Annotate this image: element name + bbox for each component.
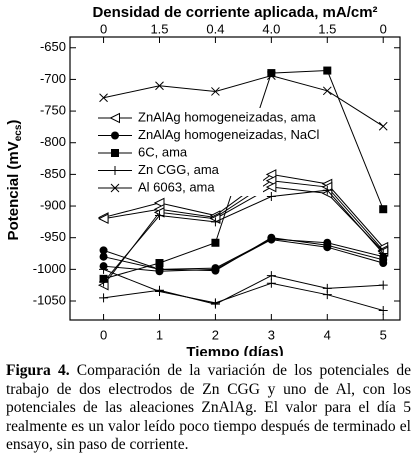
top-tick-label: 0 (380, 21, 387, 36)
plot-frame (69, 36, 401, 321)
legend-marker (111, 131, 119, 140)
y-label-main: Potencial (mV (5, 141, 22, 240)
marker (155, 81, 164, 91)
marker (266, 271, 276, 281)
marker (378, 249, 388, 259)
marker (99, 246, 108, 255)
legend-marker (110, 166, 120, 175)
top-tick-label: 4.0 (262, 21, 280, 36)
y-tick-label: -700 (40, 71, 66, 86)
marker (379, 205, 388, 214)
y-tick-label: -800 (40, 134, 66, 149)
marker (99, 93, 108, 103)
marker (378, 121, 388, 131)
y-tick-label: -1000 (33, 261, 66, 276)
marker (267, 235, 276, 244)
marker (322, 290, 332, 300)
marker (266, 192, 276, 202)
y-label-end: ) (5, 120, 22, 125)
series-line (103, 239, 384, 272)
marker (322, 185, 332, 195)
caption-label: Figura 4. (6, 362, 70, 379)
y-tick-label: -950 (40, 229, 66, 244)
y-tick-label: -1050 (33, 292, 66, 307)
legend-label: Al 6063, ama (138, 179, 215, 194)
y-tick-label: -750 (40, 103, 66, 118)
marker (265, 175, 277, 187)
top-tick-label: 1.5 (150, 21, 168, 36)
legend-marker (111, 149, 119, 157)
legend-label: ZnAlAg homogeneizadas, NaCl (138, 127, 319, 142)
top-tick-label: 0.4 (206, 21, 224, 36)
marker (99, 252, 108, 261)
x-tick-label: 2 (212, 327, 219, 342)
y-tick-label: -850 (40, 166, 66, 181)
marker (265, 169, 277, 180)
marker (378, 280, 388, 290)
marker (210, 217, 220, 227)
x-axis-label: Tiempo (días) (186, 344, 283, 356)
marker (323, 66, 332, 75)
marker (266, 278, 276, 288)
chart: Densidad de corriente aplicada, mA/cm² T… (5, 4, 401, 361)
series-line (103, 268, 384, 311)
y-axis-label: Potencial (mVecs) (5, 120, 24, 241)
y-tick-label: -650 (40, 39, 66, 54)
x-tick-label: 1 (156, 327, 163, 342)
marker (378, 306, 388, 316)
series-line (103, 180, 384, 251)
marker (211, 265, 220, 274)
legend-label: 6C, ama (138, 144, 188, 159)
x-tick-label: 4 (324, 327, 331, 342)
series-line (103, 275, 384, 305)
marker (211, 238, 220, 247)
marker (154, 211, 164, 221)
x-tick-label: 0 (100, 327, 107, 342)
marker (211, 87, 220, 96)
legend-label: ZnAlAg homogeneizadas, ama (138, 109, 317, 124)
legend-label: Zn CGG, ama (138, 162, 220, 177)
marker (210, 298, 220, 308)
top-tick-label: 1.5 (318, 21, 336, 36)
y-label-sub: ecs (13, 124, 24, 141)
marker (99, 293, 109, 303)
marker (99, 264, 109, 274)
marker (379, 259, 388, 268)
series-line (103, 75, 384, 127)
x-tick-label: 3 (268, 327, 275, 342)
marker (154, 287, 164, 297)
series-line (103, 238, 384, 270)
caption: Figura 4. Comparación de la variación de… (6, 362, 411, 455)
marker (155, 267, 164, 276)
marker (155, 259, 164, 268)
marker (267, 69, 276, 78)
series-line (103, 186, 384, 286)
legend-marker (109, 112, 120, 124)
marker (323, 243, 332, 252)
legend-box (93, 108, 263, 196)
top-axis-label: Densidad de corriente aplicada, mA/cm² (92, 4, 377, 21)
marker (153, 197, 165, 209)
marker (265, 181, 277, 193)
y-tick-label: -900 (40, 197, 66, 212)
marker (322, 86, 332, 96)
legend-marker (110, 183, 120, 193)
x-tick-label: 5 (380, 327, 387, 342)
marker (97, 213, 109, 225)
caption-text: Comparación de la variación de los poten… (6, 362, 411, 453)
top-tick-label: 0 (100, 21, 107, 36)
marker (267, 71, 276, 80)
marker (99, 277, 109, 287)
series-line (103, 189, 384, 283)
